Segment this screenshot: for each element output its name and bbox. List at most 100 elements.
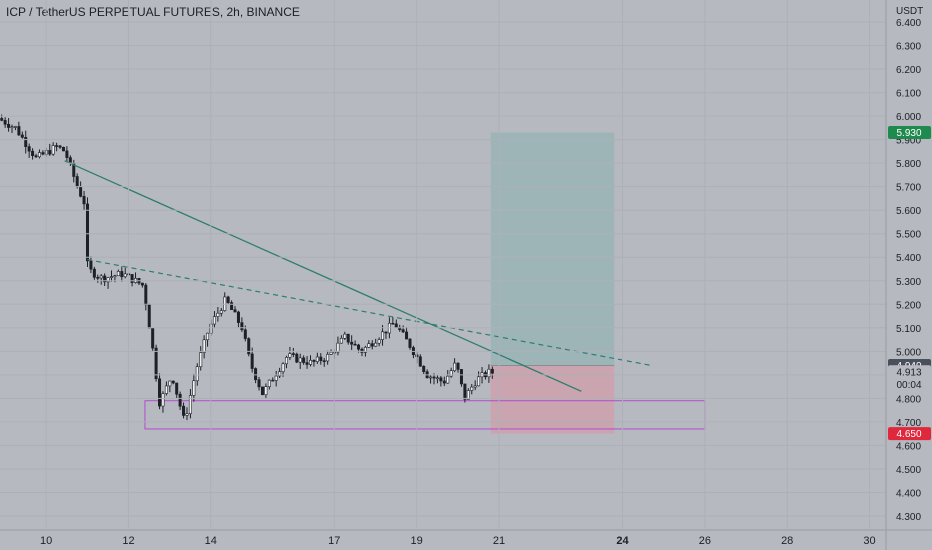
candle-body [154, 347, 158, 380]
candle-body [281, 363, 285, 372]
candle-body [339, 338, 343, 344]
candle-body [254, 368, 258, 381]
candle-body [405, 331, 409, 340]
candle-body [123, 273, 127, 278]
price-tag [888, 365, 931, 379]
candle-body [381, 331, 385, 340]
candle-body [439, 377, 443, 382]
candle-body [288, 353, 292, 358]
price-tag-label: 4.650 [896, 429, 921, 440]
candle-body [24, 137, 28, 147]
y-tick-label: 6.300 [896, 42, 921, 53]
candle-body [477, 376, 481, 387]
x-tick-label: 12 [122, 535, 134, 547]
candle-body [284, 357, 288, 365]
candle-body [329, 351, 333, 355]
y-tick-label: 5.600 [896, 206, 921, 217]
candle-body [79, 186, 83, 197]
candle-body [10, 126, 14, 128]
candle-body [178, 393, 182, 407]
candle-body [374, 342, 378, 347]
candle-body [230, 302, 234, 311]
candle-body [250, 353, 254, 369]
candle-body [357, 344, 361, 350]
candle-body [164, 385, 168, 394]
price-tag-label: 4.913 [896, 367, 921, 378]
candle-body [75, 176, 79, 187]
candle-body [110, 276, 114, 278]
candle-body [113, 275, 117, 278]
y-tick-label: 6.100 [896, 89, 921, 100]
candle-body [236, 311, 240, 323]
chart-title: ICP / TetherUS PERPETUAL FUTURES, 2h, BI… [6, 5, 300, 19]
candle-body [271, 379, 275, 382]
candle-body [103, 275, 107, 283]
candle-body [490, 368, 494, 374]
candle-body [233, 309, 237, 313]
candle-body [89, 260, 93, 270]
candle-body [175, 382, 179, 395]
candle-body [212, 316, 216, 325]
candle-body [394, 323, 398, 328]
candle-body [3, 120, 7, 125]
candle-body [435, 377, 439, 380]
candle-body [274, 375, 278, 381]
candle-body [17, 126, 21, 136]
candle-body [0, 118, 4, 121]
x-tick-label: 21 [493, 535, 505, 547]
candle-body [151, 327, 155, 349]
position-profit-zone [490, 132, 615, 366]
candle-body [456, 362, 460, 370]
y-tick-label: 4.600 [896, 441, 921, 452]
y-tick-label: 5.000 [896, 347, 921, 358]
candle-body [223, 296, 227, 311]
trendline-dashed [87, 259, 652, 367]
y-tick-label: 6.200 [896, 65, 921, 76]
candle-body [247, 338, 251, 355]
candle-body [305, 362, 309, 365]
trendline-solid [64, 160, 582, 392]
x-tick-label: 10 [40, 535, 52, 547]
candle-body [363, 347, 367, 353]
candle-body [51, 145, 55, 155]
candle-body [99, 275, 103, 279]
candle-body [55, 145, 59, 147]
candle-body [168, 380, 172, 387]
x-tick-label: 30 [863, 535, 875, 547]
candle-body [68, 157, 72, 164]
price-tag-label: 00:04 [896, 380, 921, 391]
candle-body [408, 338, 412, 348]
candle-body [418, 356, 422, 367]
candle-body [13, 126, 17, 128]
candle-body [312, 359, 316, 362]
candle-body [422, 365, 426, 372]
candle-body [195, 366, 199, 382]
candle-body [161, 393, 165, 407]
candle-body [346, 333, 350, 343]
candle-body [308, 359, 312, 365]
y-tick-label: 6.000 [896, 112, 921, 123]
candle-body [401, 329, 405, 333]
y-tick-label: 5.100 [896, 324, 921, 335]
candle-body [41, 152, 45, 155]
candle-body [267, 379, 271, 387]
price-tag-label: 5.930 [896, 128, 921, 139]
candle-body [470, 386, 474, 391]
candle-body [466, 390, 470, 400]
candle-body [120, 271, 124, 278]
position-loss-zone [490, 365, 615, 434]
candle-body [343, 333, 347, 339]
candle-body [202, 339, 206, 353]
candle-body [295, 353, 299, 363]
candle-body [350, 341, 354, 345]
price-tag [888, 126, 931, 140]
candle-body [377, 339, 381, 344]
candle-body [31, 150, 35, 156]
candle-body [264, 386, 268, 396]
candle-body [391, 322, 395, 325]
candle-body [37, 152, 41, 158]
candle-body [319, 356, 323, 361]
candle-body [116, 271, 120, 277]
candle-body [226, 296, 230, 303]
